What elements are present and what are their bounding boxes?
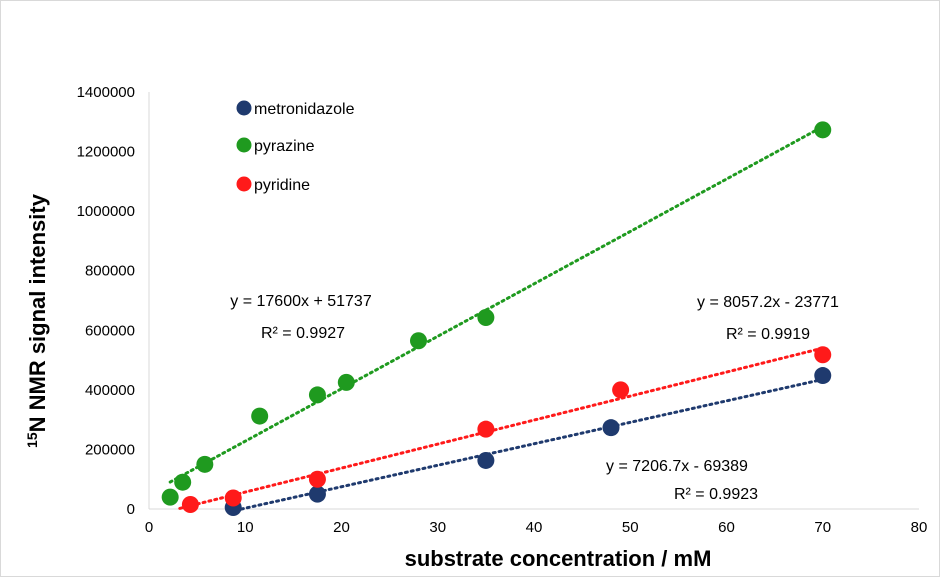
equations: y = 7206.7x - 69389 R² = 0.9923 y = 17600x… [230,293,839,503]
x-tick-label: 20 [333,519,350,536]
y-tick-label: 200000 [85,441,135,458]
y-tick-label: 400000 [85,382,135,399]
y-tick-label: 1000000 [77,203,135,220]
pyrazine-legend-label: pyrazine [254,138,315,155]
pyridine-point [477,420,495,438]
metronidazole-equation: y = 7206.7x - 69389 [606,458,748,475]
pyrazine-point [477,308,495,326]
y-tick-label: 1200000 [77,144,135,161]
pyridine-r-squared: R² = 0.9919 [726,326,810,343]
x-tick-label: 0 [145,519,153,536]
pyridine-legend-marker [236,176,252,192]
legend: metronidazole pyrazine pyridine [236,100,355,194]
pyridine-equation: y = 8057.2x - 23771 [697,294,839,311]
pyridine-point [181,496,199,514]
axes: 0 10 20 30 40 50 60 70 80 0 200000 400000 600000 8000… [77,84,928,536]
metronidazole-point [477,451,495,469]
metronidazole-point [308,485,326,503]
y-tick-label: 800000 [85,263,135,280]
x-tick-label: 30 [429,519,446,536]
pyrazine-point [337,373,355,391]
y-axis-title-superscript: 15 [24,432,40,448]
y-axis-title-text: N NMR signal intensity [25,193,50,432]
x-tick-label: 10 [237,519,254,536]
y-axis-title: 15N NMR signal intensity [24,193,50,448]
metronidazole-legend-label: metronidazole [254,101,355,118]
pyridine-point [308,470,326,488]
metronidazole-point [602,419,620,437]
data-points [161,121,832,517]
pyrazine-trendline [168,125,825,484]
metronidazole-legend-marker [236,100,252,116]
metronidazole-r-squared: R² = 0.9923 [674,486,758,503]
y-tick-label: 600000 [85,322,135,339]
y-tick-label: 1400000 [77,84,135,101]
pyrazine-point [251,407,269,425]
metronidazole-trendline [239,377,825,511]
pyrazine-r-squared: R² = 0.9927 [261,325,345,342]
pyrazine-point [308,386,326,404]
pyridine-legend-label: pyridine [254,177,310,194]
x-axis-title: substrate concentration / mM [405,546,712,571]
x-tick-label: 70 [814,519,831,536]
pyrazine-point [196,455,214,473]
pyrazine-equation: y = 17600x + 51737 [230,293,372,310]
pyrazine-point [174,473,192,491]
pyrazine-point [161,488,179,506]
x-tick-label: 80 [911,519,928,536]
pyridine-point [224,489,242,507]
pyrazine-legend-marker [236,137,252,153]
x-tick-label: 50 [622,519,639,536]
pyridine-trendline [178,346,825,510]
x-tick-label: 60 [718,519,735,536]
pyrazine-point [814,121,832,139]
pyridine-point [612,381,630,399]
trendlines [168,125,825,511]
y-tick-label: 0 [127,501,135,518]
pyrazine-point [410,332,427,350]
x-tick-label: 40 [526,519,543,536]
pyridine-point [814,346,832,364]
metronidazole-point [814,367,832,385]
